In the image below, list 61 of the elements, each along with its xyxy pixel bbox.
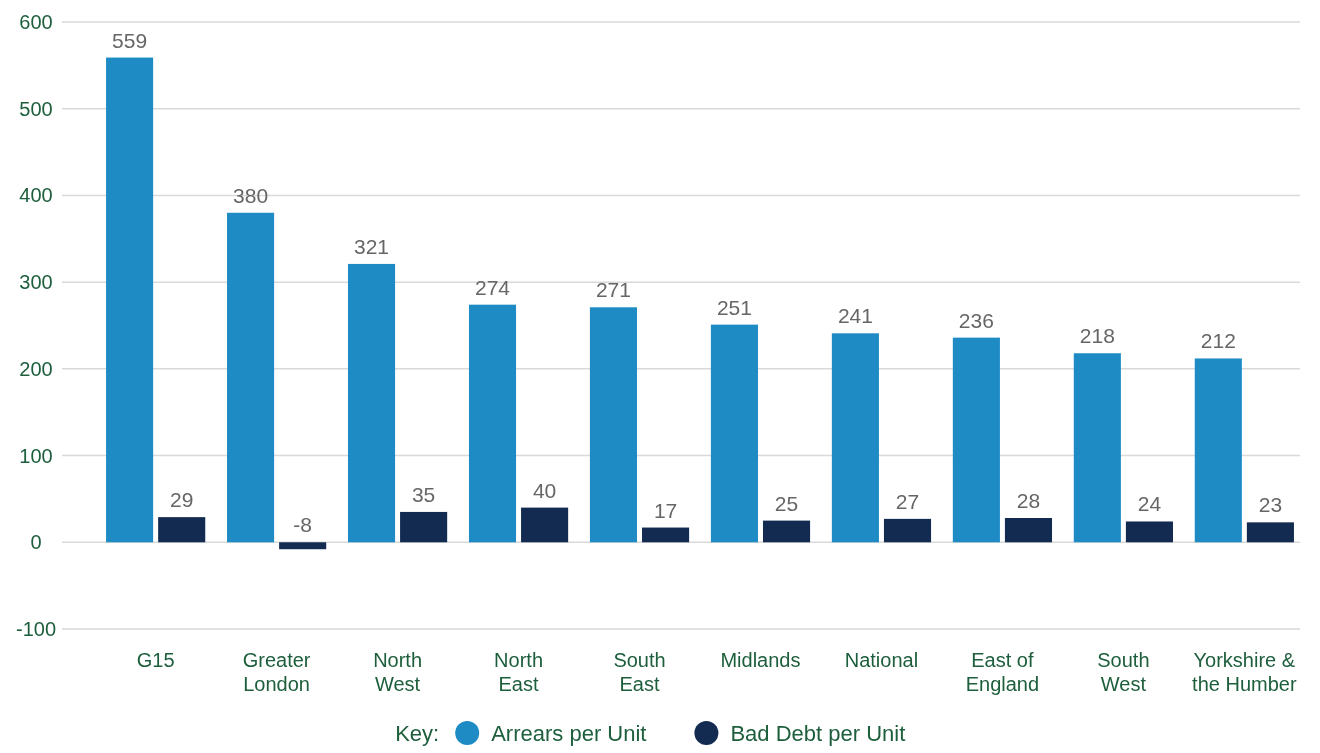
bar <box>279 542 327 550</box>
y-tick-label: 600 <box>19 11 53 33</box>
bar <box>589 307 638 543</box>
data-label: 321 <box>354 234 390 258</box>
data-label: -8 <box>293 513 313 537</box>
bar <box>468 304 517 543</box>
y-tick-label: 0 <box>30 531 42 554</box>
data-label: 251 <box>716 295 752 319</box>
data-label: 241 <box>837 304 873 328</box>
data-label: 559 <box>112 28 148 52</box>
y-tick-label: 200 <box>19 357 53 380</box>
bar <box>347 263 396 543</box>
y-tick-label: 300 <box>19 271 53 294</box>
bar <box>1073 353 1121 543</box>
legend-label: Bad Debt per Unit <box>730 721 906 746</box>
data-label: 27 <box>895 489 920 513</box>
data-label: 218 <box>1079 324 1115 348</box>
x-tick-label: Yorkshire & the Humber <box>1192 649 1297 696</box>
x-tick-label: East of England <box>965 649 1040 696</box>
legend-label: Arrears per Unit <box>491 721 647 746</box>
data-label: 24 <box>1137 492 1162 516</box>
y-tick-label: 500 <box>19 97 53 120</box>
x-tick-label: North West <box>373 649 423 696</box>
bar <box>883 518 932 543</box>
x-tick-label: South West <box>1097 649 1150 696</box>
x-tick-label: G15 <box>136 649 175 672</box>
bar <box>710 324 758 543</box>
bar <box>158 517 206 543</box>
bar <box>1246 522 1294 543</box>
data-label: 23 <box>1258 493 1283 517</box>
data-label: 236 <box>958 308 994 332</box>
bar <box>106 57 154 543</box>
y-tick-label: 400 <box>19 184 53 207</box>
x-tick-label: North East <box>494 649 543 696</box>
bar <box>831 333 879 543</box>
data-label: 380 <box>233 183 269 207</box>
bar <box>642 527 690 543</box>
bar <box>1004 518 1053 543</box>
bar <box>227 212 275 543</box>
x-tick-label: Midlands <box>720 649 801 672</box>
legend-title: Key: <box>395 721 440 746</box>
bar <box>521 507 569 543</box>
data-label: 17 <box>653 498 678 522</box>
bar <box>952 337 1000 543</box>
bar <box>1194 358 1242 543</box>
bar <box>400 511 448 543</box>
bar <box>1125 521 1173 543</box>
data-label: 25 <box>774 491 799 515</box>
data-label: 29 <box>170 488 194 512</box>
x-tick-label: National <box>844 649 919 672</box>
y-tick-label: -100 <box>15 618 57 640</box>
data-label: 40 <box>532 478 557 502</box>
data-label: 274 <box>474 275 511 299</box>
x-tick-label: South East <box>613 649 666 696</box>
data-label: 271 <box>595 278 631 302</box>
x-tick-label: Greater London <box>242 649 311 696</box>
data-label: 28 <box>1016 489 1041 513</box>
y-tick-label: 100 <box>19 444 53 467</box>
data-label: 212 <box>1200 329 1236 353</box>
bar <box>762 520 811 543</box>
data-label: 35 <box>411 482 436 506</box>
